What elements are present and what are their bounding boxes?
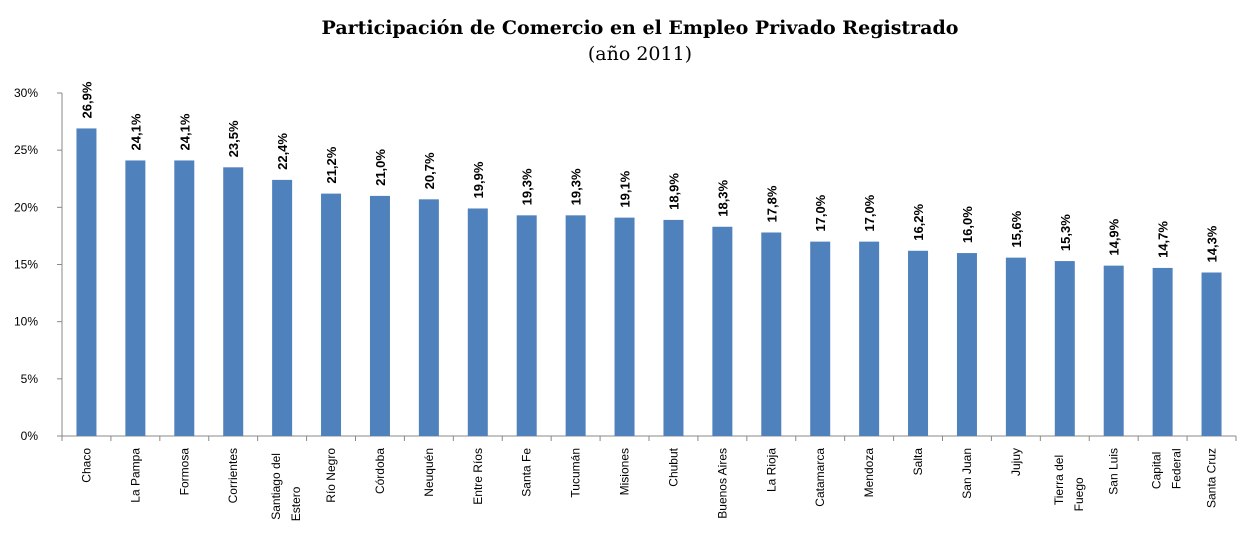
x-tick-label: Córdoba bbox=[373, 448, 387, 494]
bar bbox=[908, 250, 929, 436]
x-tick-label-line: Fuego bbox=[1072, 477, 1086, 515]
bar bbox=[859, 241, 880, 436]
x-tick-label: Chubut bbox=[666, 447, 680, 486]
value-label: 26,9% bbox=[79, 81, 94, 118]
chart-title: Participación de Comercio en el Empleo P… bbox=[322, 17, 959, 39]
y-tick-label: 20% bbox=[14, 200, 38, 214]
bar bbox=[712, 226, 733, 436]
x-tick-label: Chaco bbox=[79, 448, 93, 483]
x-tick-label: Corrientes bbox=[226, 448, 240, 503]
value-label: 15,6% bbox=[1009, 210, 1024, 247]
value-label: 14,7% bbox=[1156, 221, 1171, 258]
value-label: 18,3% bbox=[715, 179, 730, 216]
bar bbox=[810, 241, 831, 436]
bar bbox=[761, 232, 782, 436]
value-label: 17,8% bbox=[764, 185, 779, 222]
bar bbox=[614, 217, 635, 436]
value-label: 19,9% bbox=[471, 161, 486, 198]
x-tick-label: Capital Federal bbox=[1150, 448, 1184, 492]
x-tick-label: Misiones bbox=[618, 448, 632, 495]
bar bbox=[956, 253, 977, 436]
x-tick-label: Formosa bbox=[177, 448, 191, 496]
value-label: 19,3% bbox=[569, 168, 584, 205]
x-tick-label-line: Tierra del bbox=[1052, 455, 1066, 505]
y-tick-label: 10% bbox=[14, 315, 38, 329]
y-tick-label: 25% bbox=[14, 143, 38, 157]
bar bbox=[516, 215, 537, 436]
value-label: 24,1% bbox=[128, 113, 143, 150]
bar bbox=[1201, 272, 1222, 436]
x-tick-label-line: Santiago del bbox=[269, 453, 283, 520]
x-tick-label: Río Negro bbox=[324, 448, 338, 503]
x-tick-label: Santa Fe bbox=[520, 448, 534, 497]
chart-subtitle: (año 2011) bbox=[588, 43, 692, 65]
value-label: 22,4% bbox=[275, 133, 290, 170]
x-tick-label: Salta bbox=[911, 448, 925, 476]
value-label: 16,0% bbox=[960, 206, 975, 243]
x-tick-label: Jujuy bbox=[1009, 448, 1023, 476]
value-label: 20,7% bbox=[422, 152, 437, 189]
bar bbox=[565, 215, 586, 436]
value-label: 19,1% bbox=[618, 170, 633, 207]
x-tick-label: Buenos Aires bbox=[715, 448, 729, 519]
x-tick-label: San Luis bbox=[1107, 448, 1121, 495]
value-label: 15,3% bbox=[1058, 214, 1073, 251]
value-label: 19,3% bbox=[520, 168, 535, 205]
value-label: 18,9% bbox=[666, 173, 681, 210]
x-tick-label-line: Capital bbox=[1150, 452, 1164, 489]
x-tick-label: La Pampa bbox=[128, 448, 142, 503]
x-tick-label: Mendoza bbox=[862, 448, 876, 498]
x-tick-label: Catamarca bbox=[813, 448, 827, 507]
y-tick-label: 0% bbox=[21, 429, 39, 443]
value-label: 17,0% bbox=[813, 194, 828, 231]
x-tick-label: San Juan bbox=[960, 448, 974, 499]
value-label: 21,2% bbox=[324, 146, 339, 183]
bar bbox=[1054, 261, 1075, 436]
x-tick-label: La Rioja bbox=[764, 448, 778, 492]
bar bbox=[663, 219, 684, 436]
x-tick-label-line: Estero bbox=[289, 486, 303, 524]
bar bbox=[76, 128, 97, 436]
x-tick-label: Santiago del Estero bbox=[269, 453, 303, 525]
value-label: 14,9% bbox=[1107, 218, 1122, 255]
value-label: 24,1% bbox=[177, 113, 192, 150]
x-tick-label: Entre Ríos bbox=[471, 448, 485, 505]
value-label: 23,5% bbox=[226, 120, 241, 157]
y-tick-label: 15% bbox=[14, 258, 38, 272]
bar bbox=[321, 193, 342, 436]
bar bbox=[223, 167, 244, 437]
x-tick-label: Tucumán bbox=[569, 448, 583, 498]
bar bbox=[467, 208, 488, 436]
bar bbox=[272, 179, 293, 437]
bar bbox=[174, 160, 195, 436]
bar bbox=[369, 195, 390, 436]
x-tick-label: Santa Cruz bbox=[1205, 448, 1219, 508]
value-label: 21,0% bbox=[373, 149, 388, 186]
bar bbox=[1103, 265, 1124, 436]
x-tick-label-line: Federal bbox=[1170, 448, 1184, 492]
y-tick-label: 5% bbox=[21, 372, 39, 386]
bar bbox=[418, 199, 439, 436]
value-label: 16,2% bbox=[911, 203, 926, 240]
x-tick-label: Neuquén bbox=[422, 448, 436, 497]
x-tick-label: Tierra del Fuego bbox=[1052, 455, 1086, 515]
bar bbox=[125, 160, 146, 436]
y-tick-label: 30% bbox=[14, 86, 38, 100]
value-label: 17,0% bbox=[862, 194, 877, 231]
bar bbox=[1005, 257, 1026, 436]
value-label: 14,3% bbox=[1205, 225, 1220, 262]
bar bbox=[1152, 267, 1173, 436]
